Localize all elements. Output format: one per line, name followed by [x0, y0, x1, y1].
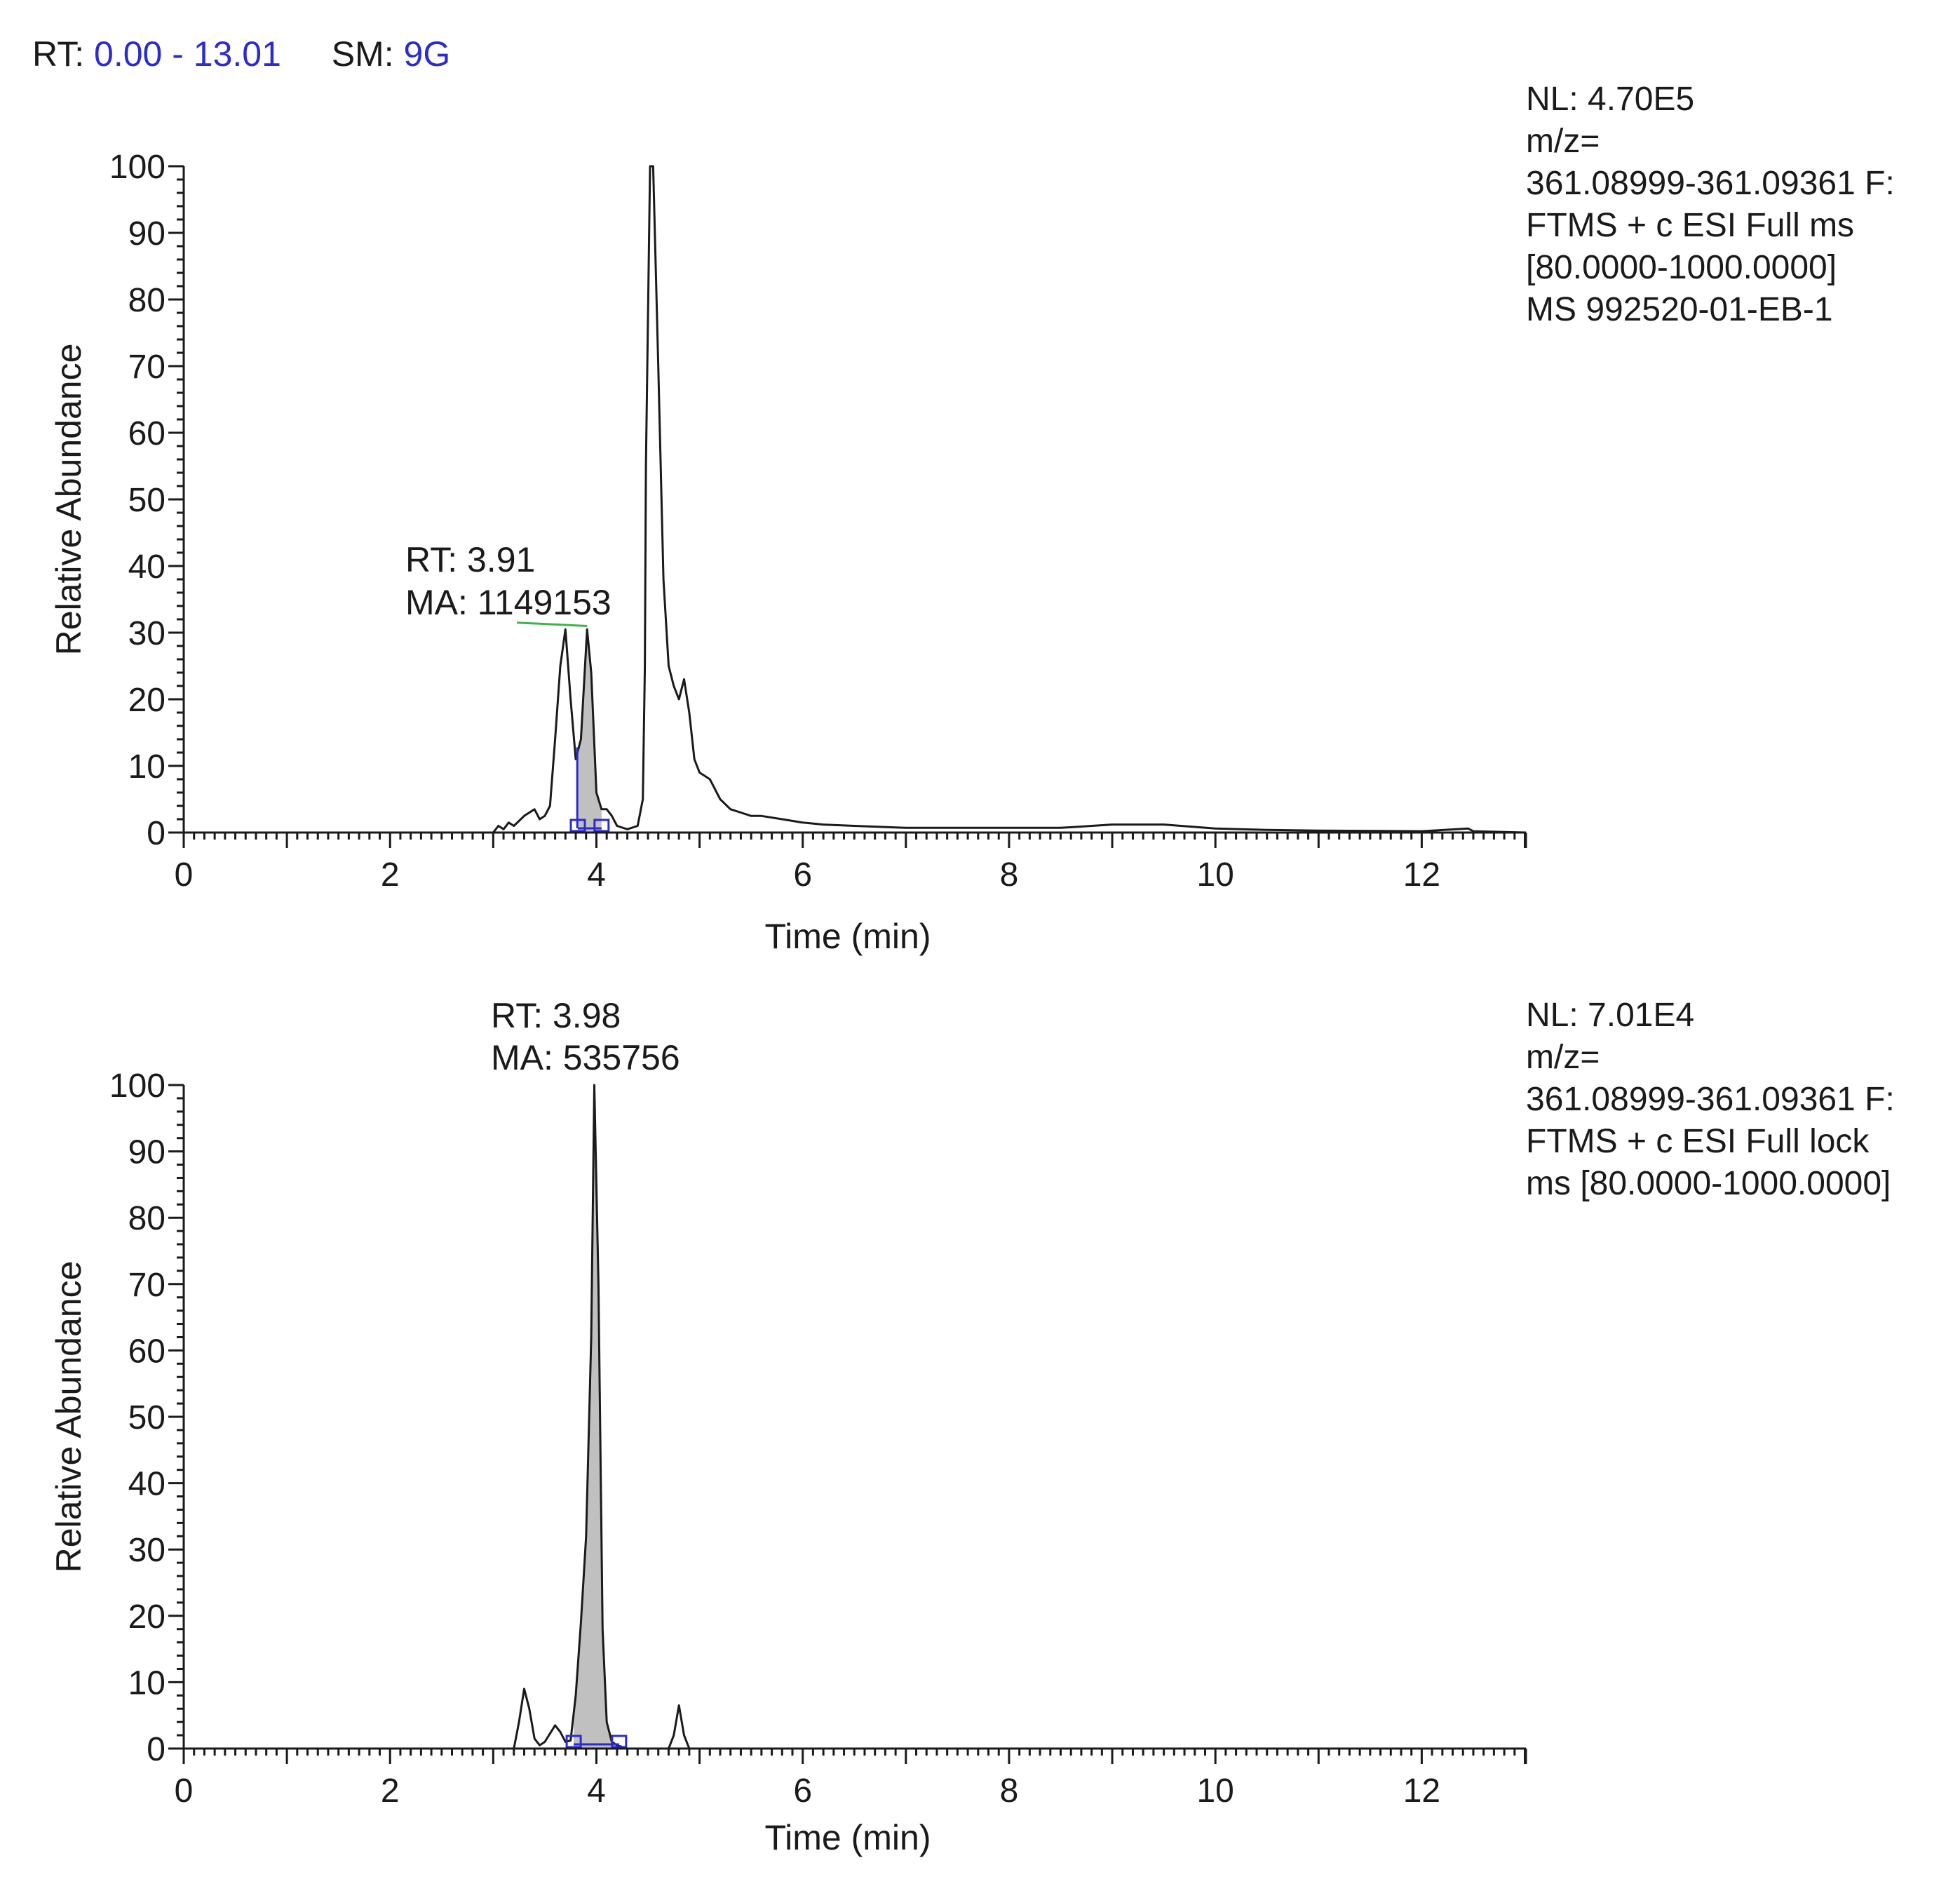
y-tick-label: 60 [128, 1333, 165, 1370]
rt-range-label: RT: [32, 34, 85, 74]
panel-1-info-line: FTMS + c ESI Full ms [1526, 207, 1855, 244]
rt-range-value: 0.00 - 13.01 [94, 34, 281, 74]
panel-2-info-line: 361.08999-361.09361 F: [1526, 1081, 1895, 1118]
x-axis-title: Time (min) [764, 1818, 931, 1857]
x-tick-label: 6 [793, 856, 812, 894]
peak-rt-label: RT: 3.98 [491, 996, 621, 1035]
y-tick-label: 100 [109, 1068, 165, 1105]
x-tick-label: 8 [1000, 1772, 1019, 1810]
x-tick-label: 2 [381, 856, 400, 894]
x-tick-label: 6 [793, 1772, 812, 1810]
panel-2-info: NL: 7.01E4 m/z= 361.08999-361.09361 F: F… [1526, 995, 1895, 1205]
y-tick-label: 40 [128, 1466, 165, 1503]
y-tick-label: 50 [128, 1399, 165, 1436]
peak-area-label: MA: 1149153 [405, 583, 611, 622]
x-tick-label: 8 [1000, 856, 1019, 894]
y-tick-label: 20 [128, 1598, 165, 1636]
panel-1-info-line: [80.0000-1000.0000] [1526, 249, 1837, 286]
panel-2-info-line: ms [80.0000-1000.0000] [1526, 1165, 1891, 1202]
panel-1-info-line: m/z= [1526, 123, 1600, 160]
x-tick-label: 4 [587, 1772, 606, 1810]
peak-rt-label: RT: 3.91 [405, 540, 535, 579]
y-tick-label: 10 [128, 748, 165, 786]
peak-label-leader [517, 621, 588, 627]
x-tick-label: 2 [381, 1772, 400, 1810]
peak-end-marker [611, 1735, 628, 1749]
x-tick-label: 4 [587, 856, 606, 894]
y-tick-label: 90 [128, 215, 165, 252]
panel-1-info: NL: 4.70E5 m/z= 361.08999-361.09361 F: F… [1526, 79, 1895, 331]
smoothing-label: SM: [331, 34, 394, 74]
y-tick-label: 30 [128, 615, 165, 652]
panel-2-info-line: FTMS + c ESI Full lock [1526, 1123, 1870, 1160]
panel-1-info-line: NL: 4.70E5 [1526, 81, 1695, 118]
x-tick-label: 10 [1196, 1772, 1234, 1810]
x-tick-label: 10 [1196, 856, 1234, 894]
panel-2-info-line: m/z= [1526, 1039, 1600, 1076]
panel-1-info-line: MS 992520-01-EB-1 [1526, 291, 1833, 328]
x-tick-label: 0 [175, 856, 194, 894]
y-tick-label: 90 [128, 1134, 165, 1171]
integrated-peak-area [574, 1085, 619, 1749]
y-tick-label: 80 [128, 282, 165, 319]
y-axis-title: Relative Abundance [49, 344, 88, 656]
y-tick-label: 100 [109, 149, 165, 186]
y-tick-label: 0 [147, 1731, 165, 1768]
chromatogram-trace [184, 165, 1527, 834]
chromatogram-trace [184, 1084, 1526, 1750]
y-tick-label: 0 [147, 815, 165, 852]
y-tick-label: 10 [128, 1664, 165, 1702]
y-tick-label: 30 [128, 1532, 165, 1569]
y-tick-label: 80 [128, 1200, 165, 1237]
y-tick-label: 40 [128, 548, 165, 586]
y-tick-label: 20 [128, 682, 165, 719]
x-axis-title: Time (min) [764, 917, 931, 956]
peak-start-marker [565, 1735, 582, 1749]
y-tick-label: 70 [128, 1267, 165, 1304]
x-tick-label: 0 [175, 1772, 194, 1810]
chromatogram-header: RT: 0.00 - 13.01 SM: 9G [32, 34, 450, 74]
peak-area-label: MA: 535756 [491, 1038, 680, 1077]
smoothing-value: 9G [403, 34, 451, 74]
peak-end-marker [593, 819, 610, 833]
x-tick-label: 12 [1403, 856, 1440, 894]
y-tick-label: 50 [128, 482, 165, 519]
panel-1-info-line: 361.08999-361.09361 F: [1526, 165, 1895, 202]
x-tick-label: 12 [1403, 1772, 1440, 1810]
y-tick-label: 60 [128, 415, 165, 452]
y-tick-label: 70 [128, 349, 165, 386]
y-axis-title: Relative Abundance [49, 1261, 88, 1573]
panel-2-info-line: NL: 7.01E4 [1526, 997, 1695, 1034]
